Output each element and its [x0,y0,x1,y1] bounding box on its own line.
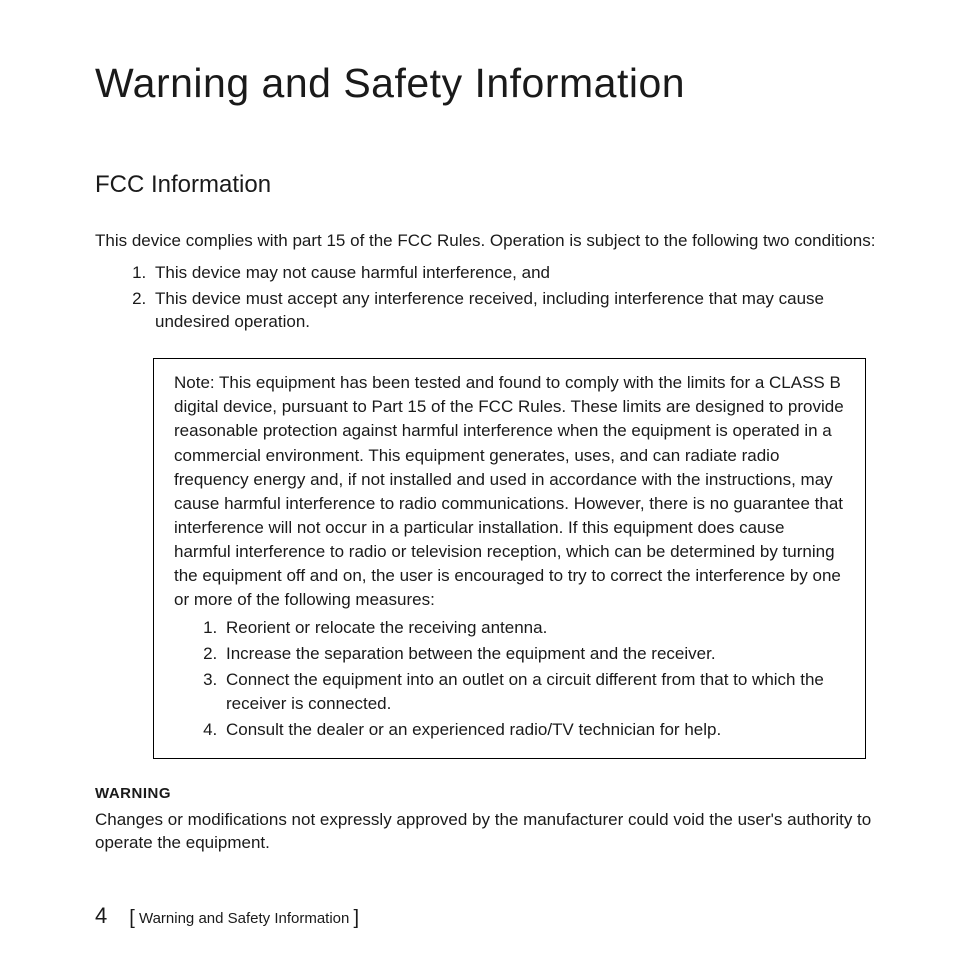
measure-item: Connect the equipment into an outlet on … [222,668,845,717]
document-page: Warning and Safety Information FCC Infor… [0,0,954,954]
page-number: 4 [95,903,107,929]
measures-list: Reorient or relocate the receiving anten… [174,616,845,742]
conditions-list: This device may not cause harmful interf… [95,261,884,334]
measure-item: Reorient or relocate the receiving anten… [222,616,845,641]
warning-text: Changes or modifications not expressly a… [95,808,884,856]
note-box: Note: This equipment has been tested and… [153,358,866,758]
bracket-close: ] [354,907,360,929]
page-footer: 4 [ Warning and Safety Information ] [95,903,359,930]
section-heading: FCC Information [95,171,884,199]
page-title: Warning and Safety Information [95,60,884,107]
warning-label: WARNING [95,785,884,802]
condition-item: This device must accept any interference… [151,287,884,335]
footer-label: [ Warning and Safety Information ] [129,907,359,930]
footer-section-name: Warning and Safety Information [135,910,354,927]
measure-item: Consult the dealer or an experienced rad… [222,718,845,743]
measure-item: Increase the separation between the equi… [222,642,845,667]
note-text: Note: This equipment has been tested and… [174,371,845,612]
intro-paragraph: This device complies with part 15 of the… [95,229,884,253]
condition-item: This device may not cause harmful interf… [151,261,884,285]
